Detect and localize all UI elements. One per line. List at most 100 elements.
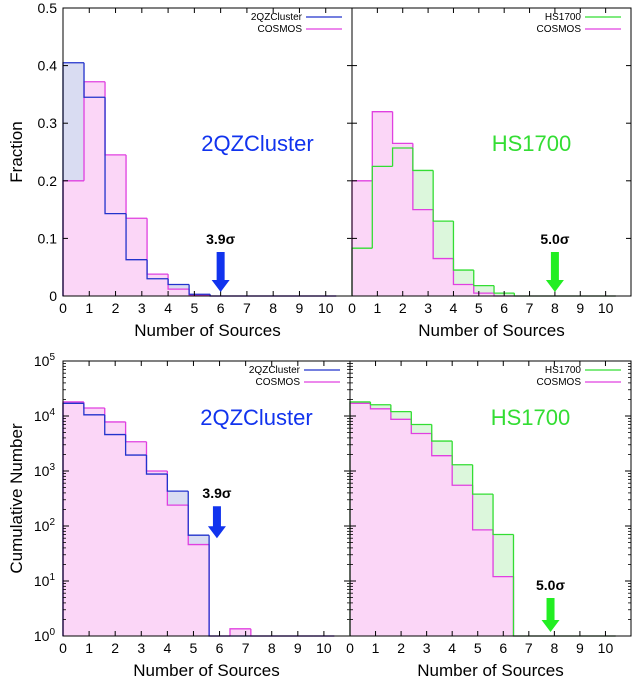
significance-arrow bbox=[207, 506, 226, 539]
y-tick-label: 105 bbox=[34, 352, 56, 369]
y-tick-label: 104 bbox=[34, 407, 56, 424]
field-bar-3 bbox=[124, 434, 147, 456]
x-tick-label: 4 bbox=[163, 640, 171, 656]
x-tick-label: 1 bbox=[372, 640, 380, 656]
x-tick-label: 6 bbox=[216, 640, 224, 656]
x-tick-label: 5 bbox=[474, 640, 482, 656]
y-axis-label: Fraction bbox=[7, 121, 26, 182]
cosmos-bar-4 bbox=[146, 218, 169, 275]
legend-label-cosmos: COSMOS bbox=[258, 24, 303, 35]
y-tick-label: 102 bbox=[34, 517, 56, 534]
x-tick-label: 7 bbox=[525, 640, 533, 656]
field-bar-4 bbox=[145, 455, 168, 475]
legend-label-field: 2QZCluster bbox=[251, 12, 303, 23]
field-bar-4 bbox=[432, 170, 454, 222]
x-tick-label: 3 bbox=[424, 300, 432, 316]
field-bar-7 bbox=[208, 535, 230, 637]
panel-top-left bbox=[62, 7, 353, 297]
x-tick-label: 6 bbox=[217, 300, 225, 316]
x-tick-label: 0 bbox=[59, 300, 67, 316]
significance-arrow bbox=[211, 252, 230, 292]
x-tick-label: 10 bbox=[598, 640, 614, 656]
x-tick-label: 8 bbox=[268, 640, 276, 656]
cosmos-bar-5 bbox=[451, 455, 473, 486]
cosmos-bar-2 bbox=[390, 408, 412, 420]
field-bar-1 bbox=[83, 403, 105, 416]
cosmos-bar-3 bbox=[124, 421, 147, 443]
field-bar-3 bbox=[412, 147, 434, 172]
cosmos-area bbox=[350, 403, 616, 636]
x-tick-label: 1 bbox=[85, 640, 93, 656]
field-bar-3 bbox=[125, 213, 148, 261]
x-tick-label: 2 bbox=[397, 640, 405, 656]
y-tick-label: 103 bbox=[34, 462, 56, 479]
field-bar-4 bbox=[146, 259, 169, 280]
legend-label-cosmos: COSMOS bbox=[256, 377, 301, 388]
legend-label-field: 2QZCluster bbox=[249, 365, 301, 376]
x-tick-label: 9 bbox=[294, 640, 302, 656]
legend-label-cosmos: COSMOS bbox=[537, 24, 582, 35]
field-bar-6 bbox=[471, 464, 494, 495]
field-bar-1 bbox=[371, 165, 393, 249]
legend-label-field: HS1700 bbox=[545, 12, 582, 23]
panel-title: HS1700 bbox=[492, 131, 572, 156]
field-bar-1 bbox=[83, 62, 106, 98]
x-tick-label: 8 bbox=[551, 300, 559, 316]
x-tick-label: 8 bbox=[550, 640, 558, 656]
x-axis-label: Number of Sources bbox=[418, 321, 564, 340]
x-tick-label: 10 bbox=[318, 300, 334, 316]
panel-title: 2QZCluster bbox=[200, 405, 312, 430]
panel-title: 2QZCluster bbox=[201, 131, 313, 156]
field-bar-5 bbox=[451, 441, 473, 466]
field-bar-8 bbox=[512, 534, 534, 637]
panel-title: HS1700 bbox=[491, 405, 571, 430]
panel-top-right bbox=[351, 7, 632, 297]
field-bar-1 bbox=[369, 401, 391, 406]
cosmos-bar-2 bbox=[104, 81, 127, 156]
y-tick-label: 100 bbox=[34, 627, 56, 644]
x-tick-label: 3 bbox=[423, 640, 431, 656]
significance-arrow bbox=[541, 598, 560, 632]
y-tick-label: 0.3 bbox=[38, 115, 58, 131]
x-tick-label: 4 bbox=[448, 640, 456, 656]
y-tick-label: 0 bbox=[49, 288, 57, 304]
y-tick-label: 101 bbox=[34, 572, 56, 589]
x-axis-label: Number of Sources bbox=[134, 321, 280, 340]
x-tick-label: 4 bbox=[164, 300, 172, 316]
plot-frame bbox=[351, 7, 632, 297]
field-bar-7 bbox=[493, 285, 515, 294]
x-tick-label: 2 bbox=[111, 640, 119, 656]
legend-label-cosmos: COSMOS bbox=[537, 377, 582, 388]
x-tick-label: 7 bbox=[526, 300, 534, 316]
field-bar-5 bbox=[166, 474, 189, 492]
y-axis-label: Cumulative Number bbox=[7, 423, 26, 574]
x-tick-label: 6 bbox=[500, 300, 508, 316]
cosmos-bar-3 bbox=[125, 154, 148, 219]
field-bar-2 bbox=[390, 404, 412, 413]
x-axis-label: Number of Sources bbox=[417, 661, 563, 680]
field-bar-5 bbox=[167, 278, 190, 286]
cosmos-bar-1 bbox=[83, 401, 105, 409]
cosmos-area bbox=[63, 81, 337, 296]
x-tick-label: 5 bbox=[190, 640, 198, 656]
cosmos-bar-6 bbox=[473, 284, 495, 294]
legend-label-field: HS1700 bbox=[545, 365, 582, 376]
cosmos-bar-7 bbox=[208, 544, 230, 637]
significance-arrow bbox=[545, 252, 564, 292]
x-tick-label: 8 bbox=[269, 300, 277, 316]
significance-label: 5.0σ bbox=[540, 231, 569, 247]
plot-frame bbox=[349, 360, 632, 637]
x-tick-label: 7 bbox=[243, 300, 251, 316]
x-tick-label: 9 bbox=[296, 300, 304, 316]
y-tick-label: 0.5 bbox=[38, 0, 58, 16]
cosmos-bar-4 bbox=[432, 209, 454, 260]
significance-label: 5.0σ bbox=[536, 577, 565, 593]
panel-bottom-left bbox=[62, 360, 351, 637]
x-axis-label: Number of Sources bbox=[133, 661, 279, 680]
cosmos-bar-9 bbox=[250, 628, 272, 637]
x-tick-label: 9 bbox=[576, 300, 584, 316]
field-bar-6 bbox=[187, 491, 210, 536]
cosmos-bar-8 bbox=[512, 576, 534, 637]
panel-bottom-right bbox=[349, 360, 632, 637]
